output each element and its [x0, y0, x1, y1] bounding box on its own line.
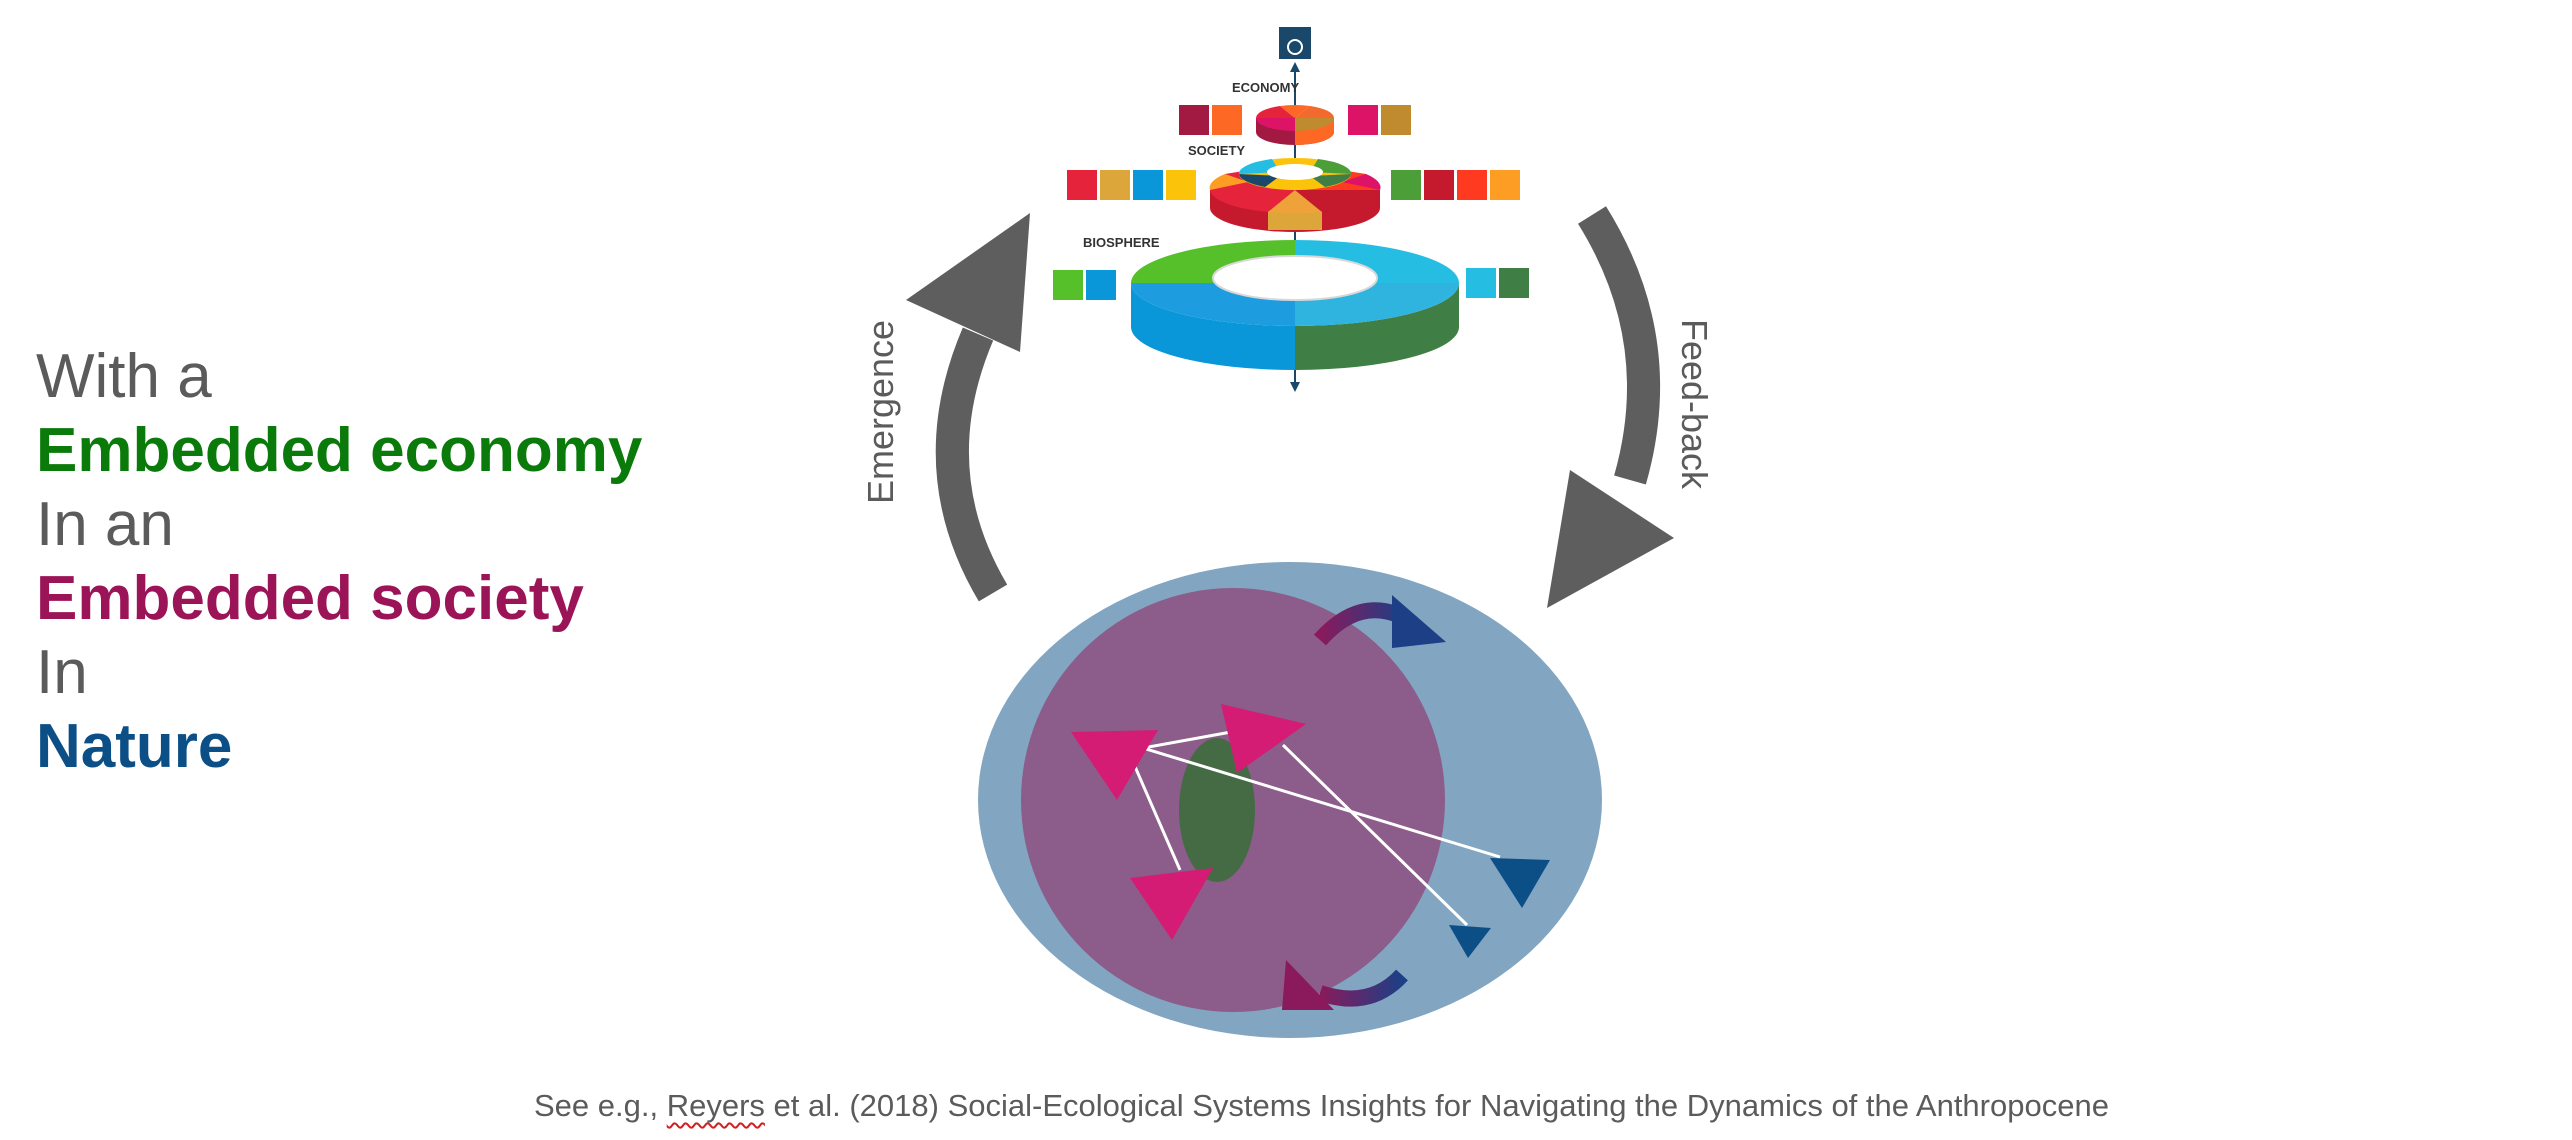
goal-icon — [1381, 105, 1411, 135]
goal-icon — [1166, 170, 1196, 200]
goal-icon — [1490, 170, 1520, 200]
goal-icon — [1391, 170, 1421, 200]
axis-arrow-up-icon — [1290, 62, 1300, 72]
economy-label: ECONOMY — [1232, 80, 1300, 95]
emergence-label: Emergence — [860, 320, 901, 504]
citation-author: Reyers — [666, 1088, 765, 1123]
statement-text: With a Embedded economy In an Embedded s… — [36, 340, 642, 784]
statement-nature: Nature — [36, 712, 233, 781]
statement-embedded-society: Embedded society — [36, 564, 584, 633]
axis-arrow-down-icon — [1290, 382, 1300, 392]
curved-arrow-top-head — [1392, 595, 1446, 648]
economy-layer — [1256, 105, 1334, 145]
emergence-arrow — [906, 213, 1030, 602]
citation-prefix: See e.g., — [534, 1088, 667, 1123]
citation-suffix: et al. (2018) Social-Ecological Systems … — [764, 1088, 2109, 1123]
triangle-marker — [1071, 730, 1158, 800]
interaction-lines — [1131, 726, 1501, 927]
society-layer — [1209, 158, 1381, 232]
goal-icon — [1067, 170, 1097, 200]
goal-icon — [1053, 270, 1083, 300]
goal-icon — [1348, 105, 1378, 135]
sdg-wedding-cake: ECONOMY SOCIETY BIOSPHERE — [1053, 27, 1529, 392]
nature-society-economy-system — [978, 562, 1602, 1038]
goal-emblem-icon — [1287, 39, 1303, 55]
goal-icon — [1424, 170, 1454, 200]
triangle-marker — [1449, 925, 1491, 958]
statement-embedded-economy: Embedded economy — [36, 416, 643, 485]
triangle-marker — [1221, 704, 1306, 773]
curved-arrow-bottom-icon — [1317, 969, 1408, 1007]
statement-line-in: In — [36, 638, 88, 707]
curved-arrow-bottom-head — [1282, 960, 1334, 1010]
feedback-label: Feed-back — [1674, 319, 1715, 490]
statement-line-in-an: In an — [36, 490, 174, 559]
society-label: SOCIETY — [1188, 143, 1245, 158]
goal-icon — [1466, 268, 1496, 298]
triangle-marker — [1130, 868, 1213, 940]
statement-line-with-a: With a — [36, 342, 212, 411]
biosphere-layer — [1131, 240, 1459, 370]
economy-ellipse — [1179, 738, 1255, 882]
biosphere-label: BIOSPHERE — [1083, 235, 1160, 250]
goal-icon — [1499, 268, 1529, 298]
goal-icon — [1457, 170, 1487, 200]
goal-icon — [1100, 170, 1130, 200]
feedback-arrow — [1547, 206, 1674, 608]
goal-icon — [1086, 270, 1116, 300]
goal-icon — [1179, 105, 1209, 135]
goal-icon — [1133, 170, 1163, 200]
sdg-goal-icons — [1053, 105, 1529, 300]
goal-icon — [1212, 105, 1242, 135]
triangle-marker — [1490, 858, 1550, 908]
citation: See e.g., Reyers et al. (2018) Social-Ec… — [534, 1088, 2109, 1124]
